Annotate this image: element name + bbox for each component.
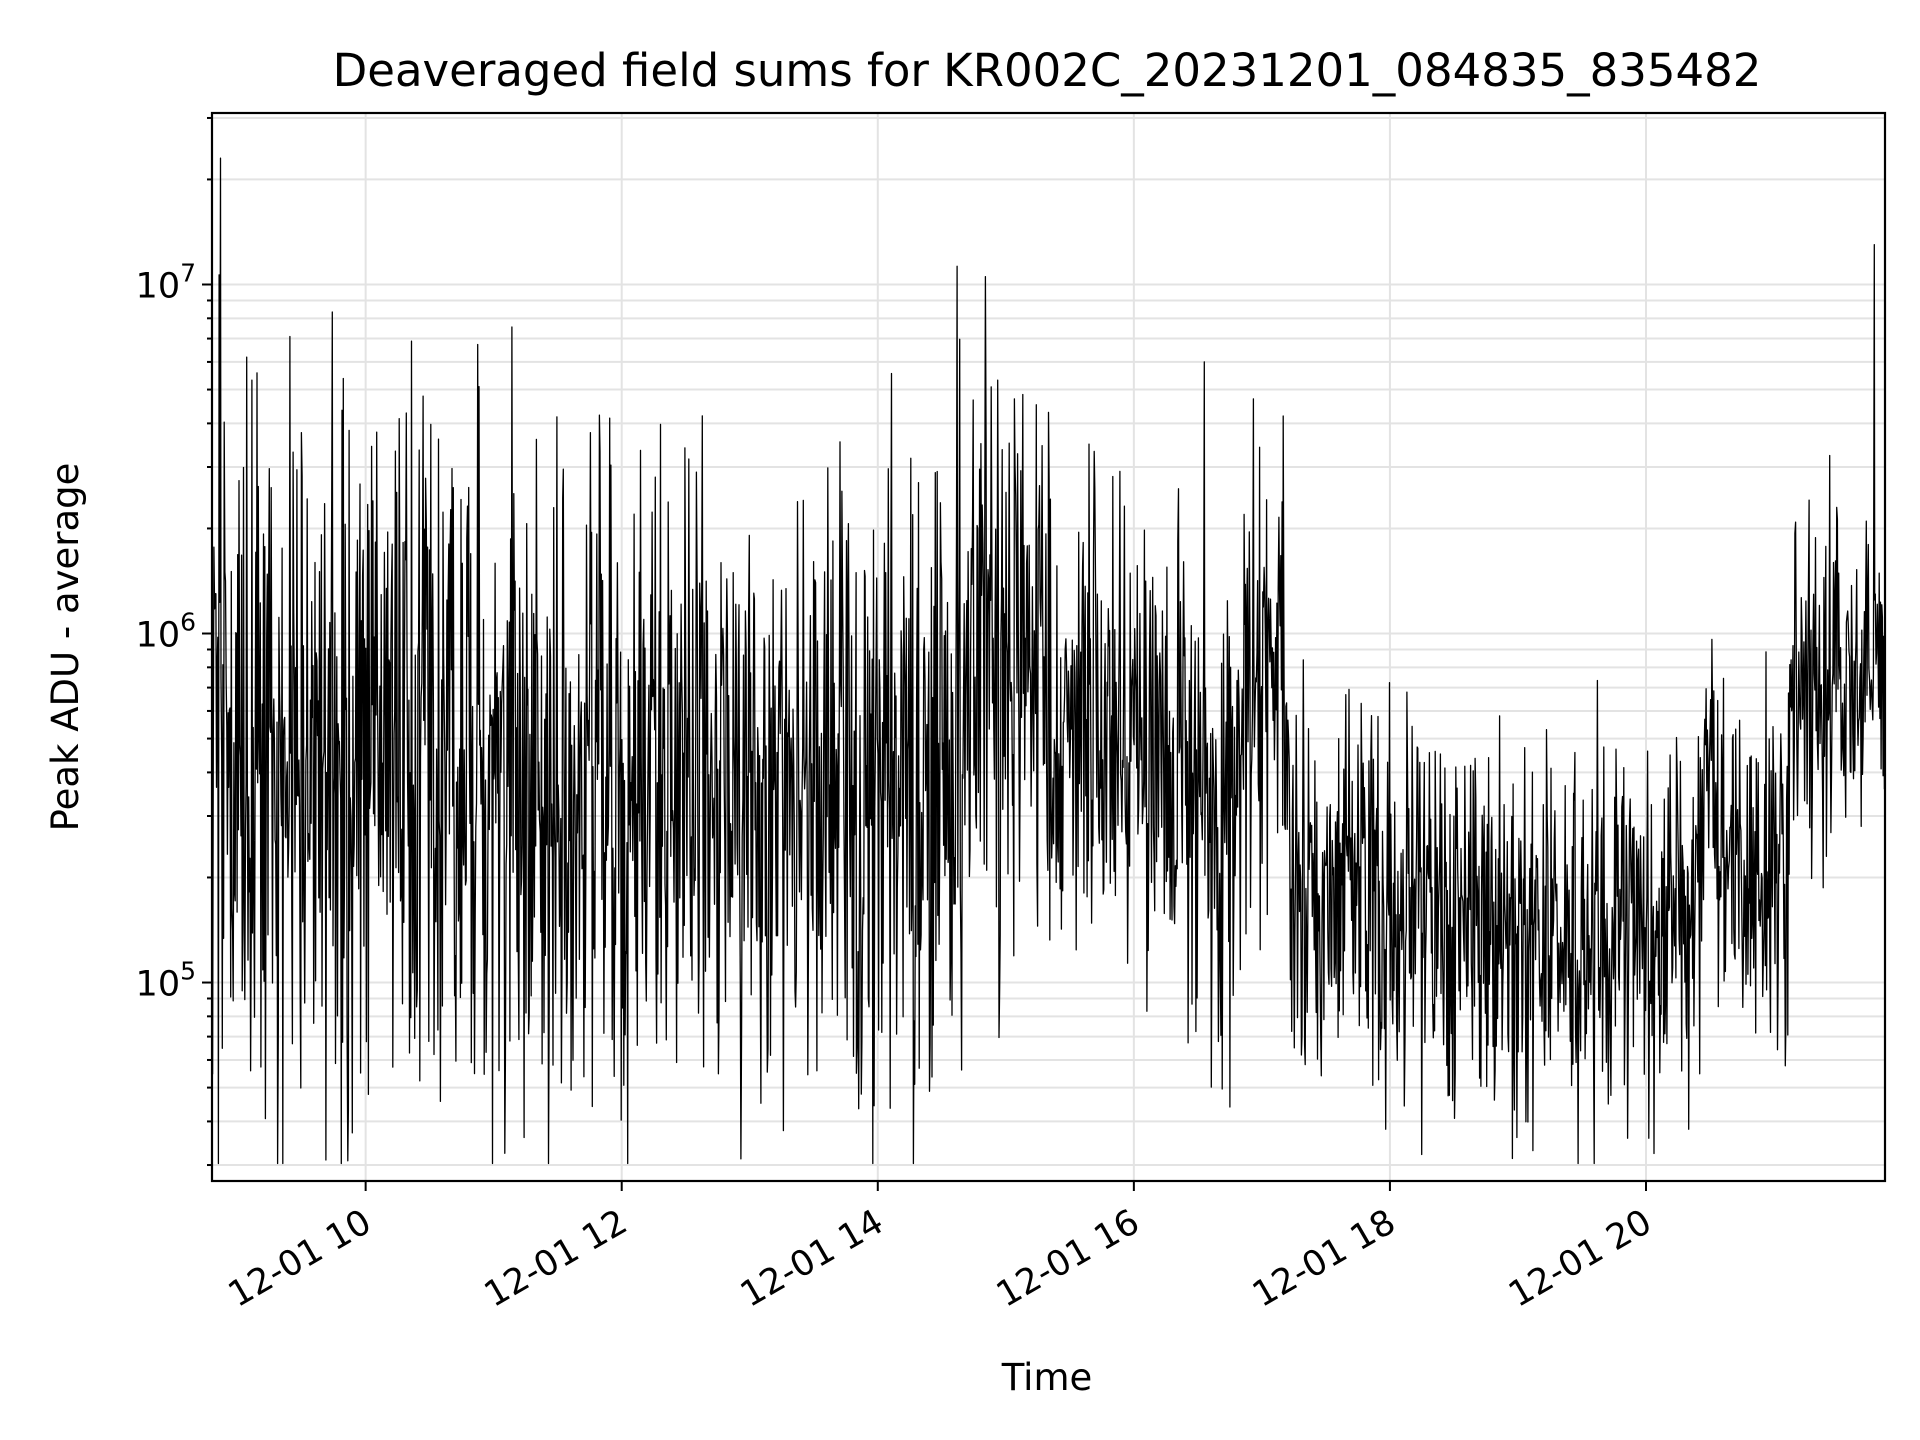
chart-title: Deaveraged field sums for KR002C_2023120… — [333, 44, 1762, 97]
x-tick-label: 12-01 16 — [990, 1202, 1146, 1315]
y-axis-label: Peak ADU - average — [44, 463, 87, 832]
x-tick-label: 12-01 14 — [734, 1202, 890, 1315]
series-layer — [211, 157, 1886, 1165]
x-tick-label: 12-01 20 — [1502, 1202, 1658, 1315]
series-line — [211, 157, 1886, 1165]
x-axis-label: Time — [1001, 1356, 1093, 1399]
x-tick-label: 12-01 18 — [1246, 1202, 1402, 1315]
y-tick-label: 106 — [136, 608, 196, 656]
x-tick-label: 12-01 10 — [222, 1202, 378, 1315]
y-tick-label: 105 — [136, 957, 196, 1005]
x-tick-label: 12-01 12 — [478, 1202, 634, 1315]
plot-frame — [210, 111, 1887, 1183]
y-tick-label: 107 — [136, 258, 196, 306]
